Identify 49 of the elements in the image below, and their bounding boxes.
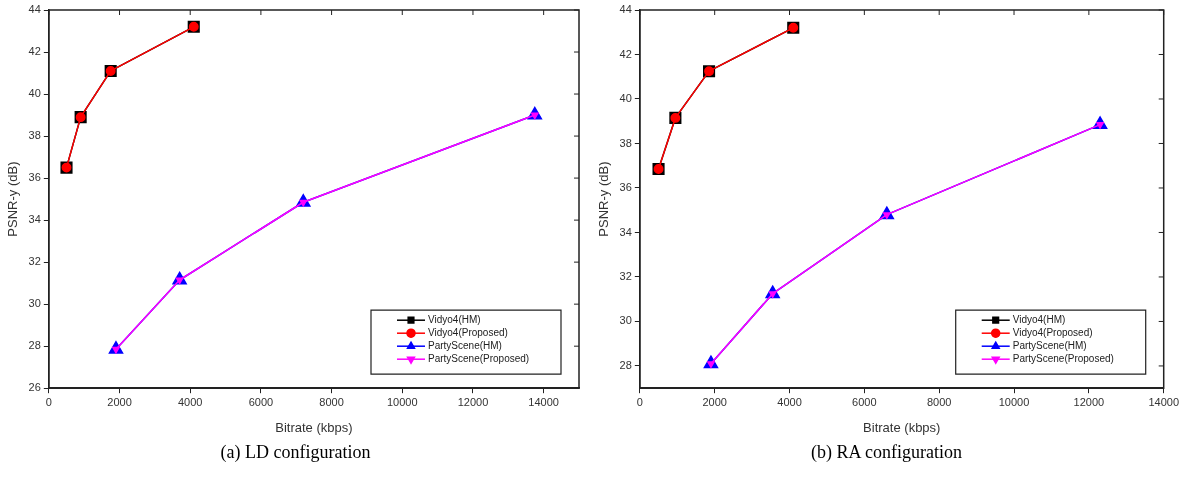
legend-label: PartyScene(HM) (428, 339, 502, 351)
x-tick-label: 4000 (777, 395, 802, 408)
legend-label: Vidyo4(Proposed) (1012, 326, 1093, 338)
legend-label: Vidyo4(HM) (1012, 313, 1066, 325)
x-tick-label: 0 (45, 395, 52, 408)
y-axis-title: PSNR-y (dB) (596, 161, 612, 237)
x-tick-label: 0 (636, 395, 643, 408)
y-tick-label: 40 (619, 92, 632, 105)
y-tick-label: 30 (28, 297, 41, 310)
x-tick-label: 14000 (528, 395, 559, 408)
x-tick-label: 2000 (107, 395, 132, 408)
legend-label: PartyScene(Proposed) (428, 352, 530, 364)
y-tick-label: 28 (619, 358, 632, 371)
y-tick-label: 34 (28, 213, 41, 226)
x-tick-label: 12000 (1073, 395, 1105, 408)
y-tick-label: 42 (28, 45, 41, 58)
x-tick-label: 12000 (457, 395, 489, 408)
y-tick-label: 38 (619, 136, 632, 149)
x-tick-label: 6000 (248, 395, 274, 408)
text: (b) RA configuration (810, 442, 963, 463)
x-tick-label: 4000 (177, 395, 203, 408)
legend-label: Vidyo4(Proposed) (428, 326, 508, 338)
y-tick-label: 34 (619, 225, 632, 238)
legend-label: PartyScene(Proposed) (1012, 352, 1114, 364)
y-axis-title: PSNR-y (dB) (5, 161, 21, 237)
legend-label: PartyScene(HM) (1012, 339, 1087, 351)
x-tick-label: 2000 (702, 395, 727, 408)
y-tick-label: 32 (619, 270, 632, 282)
y-tick-label: 28 (28, 339, 41, 352)
y-tick-label: 38 (28, 129, 41, 142)
text: (a) LD configuration (219, 442, 372, 463)
x-tick-label: 14000 (1148, 395, 1179, 408)
y-tick-label: 42 (619, 47, 632, 60)
y-tick-label: 44 (619, 3, 632, 16)
x-tick-label: 10000 (998, 395, 1030, 408)
y-tick-label: 36 (619, 181, 632, 194)
x-tick-label: 8000 (319, 395, 344, 408)
y-tick-label: 30 (619, 314, 632, 327)
x-tick-label: 6000 (852, 395, 877, 408)
x-tick-label: 8000 (926, 395, 952, 408)
y-tick-label: 26 (28, 381, 41, 394)
y-tick-label: 36 (28, 171, 41, 184)
legend-label: Vidyo4(HM) (428, 313, 481, 325)
y-tick-label: 44 (28, 3, 41, 16)
x-axis-title: Bitrate (kbps) (863, 419, 941, 435)
x-tick-label: 10000 (386, 395, 418, 408)
y-tick-label: 32 (28, 255, 41, 268)
y-tick-label: 40 (28, 87, 41, 100)
x-axis-title: Bitrate (kbps) (275, 419, 353, 435)
